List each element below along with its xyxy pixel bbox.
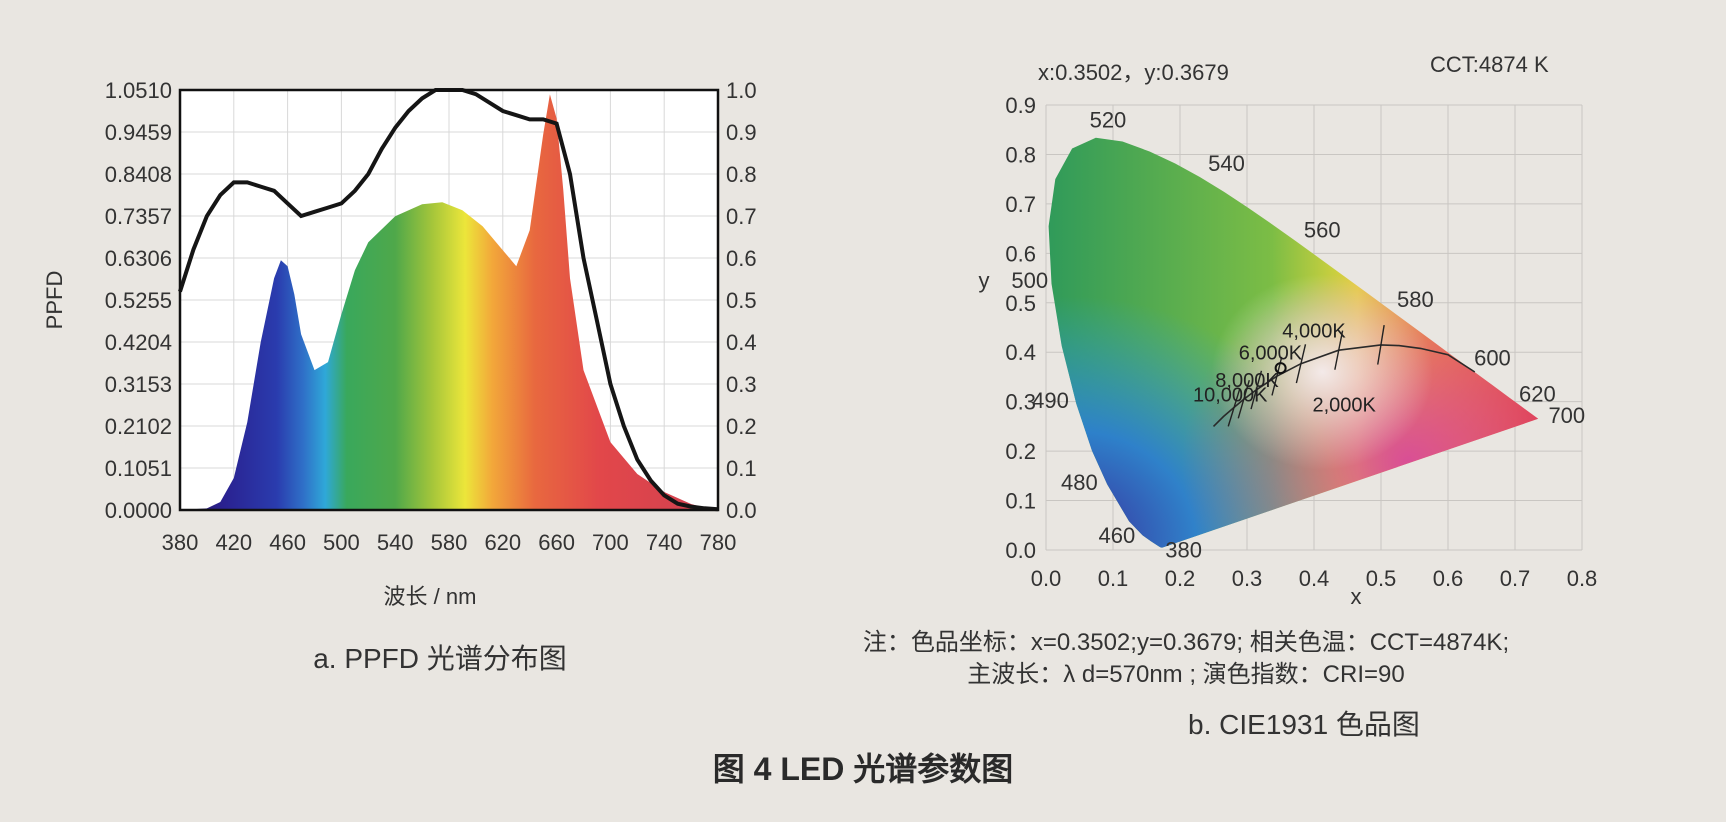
chromaticity-readout: x:0.3502，y:0.3679: [1038, 60, 1229, 85]
y-axis-label: PPFD: [42, 271, 67, 330]
y2-tick-label: 0.8: [726, 162, 757, 187]
x-axis-ticks: 380 420 460 500 540 580 620 660 700 740 780: [162, 530, 737, 555]
cie-x-tick-label: 0.6: [1433, 566, 1464, 591]
y2-tick-label: 0.6: [726, 246, 757, 271]
wavelength-label: 700: [1548, 403, 1585, 428]
cct-label: 10,000K: [1193, 385, 1268, 407]
x-tick-label: 380: [162, 530, 199, 555]
cie-x-tick-label: 0.1: [1098, 566, 1129, 591]
wavelength-label: 520: [1090, 108, 1127, 133]
y-tick-label: 0.6306: [105, 246, 172, 271]
cie-chart: x:0.3502，y:0.3679 CCT:4874 K 520 540 560 58…: [863, 52, 1597, 740]
chart-caption-b: b. CIE1931 色品图: [1188, 709, 1420, 740]
x-tick-label: 700: [592, 530, 629, 555]
cie-x-axis-label: x: [1351, 584, 1362, 609]
white-point-marker: [1274, 362, 1287, 375]
wavelength-label: 380: [1165, 538, 1202, 563]
cie-y-axis-label: y: [979, 268, 990, 293]
y-axis-ticks: 0.0000 0.1051 0.2102 0.3153 0.4204 0.5255 0.63…: [105, 78, 172, 523]
plot-frame: [178, 88, 720, 512]
y-tick-label: 0.5255: [105, 288, 172, 313]
cie-y-tick-label: 0.5: [1005, 291, 1036, 316]
y-tick-label: 0.0000: [105, 498, 172, 523]
y-tick-label: 0.9459: [105, 120, 172, 145]
wavelength-label: 490: [1032, 388, 1069, 413]
cie-y-tick-label: 0.9: [1005, 93, 1036, 118]
wavelength-label: 580: [1397, 287, 1434, 312]
isotherm-line: [1334, 330, 1344, 370]
y2-tick-label: 0.0: [726, 498, 757, 523]
x-axis-label: 波长 / nm: [384, 584, 477, 609]
y2-tick-label: 0.1: [726, 456, 757, 481]
wavelength-label: 560: [1304, 217, 1341, 242]
x-tick-label: 580: [431, 530, 468, 555]
cct-label: 6,000K: [1239, 343, 1303, 365]
ppfd-spectrum-area: [180, 94, 718, 511]
isotherm-line: [1295, 344, 1307, 384]
x-tick-label: 740: [646, 530, 683, 555]
isotherm-line: [1250, 370, 1263, 410]
wavelength-label: 540: [1208, 151, 1245, 176]
y2-axis-ticks: 0.0 0.1 0.2 0.3 0.4 0.5 0.6 0.7 0.8 0.9 1.0: [726, 78, 757, 523]
wavelength-label: 600: [1474, 346, 1511, 371]
y2-tick-label: 1.0: [726, 78, 757, 103]
cie-x-tick-label: 0.3: [1232, 566, 1263, 591]
wavelength-label: 620: [1519, 382, 1556, 407]
figure-title: 图 4 LED 光谱参数图: [713, 751, 1013, 787]
chart-caption-a: a. PPFD 光谱分布图: [313, 643, 567, 674]
wavelength-label: 480: [1061, 470, 1098, 495]
x-tick-label: 780: [700, 530, 737, 555]
cie-x-tick-label: 0.2: [1165, 566, 1196, 591]
y2-tick-label: 0.4: [726, 330, 757, 355]
isotherm-line: [1227, 388, 1241, 427]
wavelength-label: 500: [1011, 268, 1048, 293]
cie-y-tick-label: 0.3: [1005, 390, 1036, 415]
y2-tick-label: 0.7: [726, 204, 757, 229]
cie-x-tick-label: 0.8: [1567, 566, 1598, 591]
cie-y-tick-label: 0.4: [1005, 340, 1036, 365]
cie-y-tick-label: 0.8: [1005, 142, 1036, 167]
y2-tick-label: 0.2: [726, 414, 757, 439]
y-tick-label: 1.0510: [105, 78, 172, 103]
cie-y-ticks: 0.0 0.1 0.2 0.3 0.4 0.5 0.6 0.7 0.8 0.9: [1005, 93, 1036, 563]
y-tick-label: 0.4204: [105, 330, 172, 355]
y2-tick-label: 0.9: [726, 120, 757, 145]
cct-label: 4,000K: [1282, 320, 1346, 342]
cie-x-tick-label: 0.7: [1500, 566, 1531, 591]
x-tick-label: 460: [269, 530, 306, 555]
isotherm-line: [1377, 325, 1385, 365]
ppfd-chart: 0.00000.10510.21020.31530.42040.52550.63…: [42, 78, 757, 674]
cie-x-tick-label: 0.4: [1299, 566, 1330, 591]
cct-readout: CCT:4874 K: [1430, 52, 1549, 77]
isotherm-line: [1237, 380, 1250, 419]
y-tick-label: 0.2102: [105, 414, 172, 439]
y-tick-label: 0.1051: [105, 456, 172, 481]
wavelength-label: 460: [1098, 523, 1135, 548]
y-tick-label: 0.7357: [105, 204, 172, 229]
x-tick-label: 540: [377, 530, 414, 555]
y-tick-label: 0.3153: [105, 372, 172, 397]
cie-y-tick-label: 0.0: [1005, 538, 1036, 563]
cie-x-ticks: 0.0 0.1 0.2 0.3 0.4 0.5 0.6 0.7 0.8: [1031, 566, 1598, 591]
x-tick-label: 660: [538, 530, 575, 555]
cct-label: 2,000K: [1312, 395, 1376, 417]
cie-x-tick-label: 0.5: [1366, 566, 1397, 591]
cie-y-tick-label: 0.6: [1005, 241, 1036, 266]
cie-y-tick-label: 0.7: [1005, 192, 1036, 217]
y2-tick-label: 0.3: [726, 372, 757, 397]
note-line-1: 注：色品坐标：x=0.3502;y=0.3679; 相关色温：CCT=4874K…: [863, 629, 1509, 656]
cct-label: 8,000K: [1215, 370, 1279, 392]
y2-tick-label: 0.5: [726, 288, 757, 313]
x-tick-label: 500: [323, 530, 360, 555]
x-tick-label: 620: [484, 530, 521, 555]
cie-x-tick-label: 0.0: [1031, 566, 1062, 591]
note-line-2: 主波长：λ d=570nm ; 演色指数：CRI=90: [967, 661, 1404, 688]
y-tick-label: 0.8408: [105, 162, 172, 187]
cie-y-tick-label: 0.2: [1005, 439, 1036, 464]
x-tick-label: 420: [215, 530, 252, 555]
cie-y-tick-label: 0.1: [1005, 489, 1036, 514]
